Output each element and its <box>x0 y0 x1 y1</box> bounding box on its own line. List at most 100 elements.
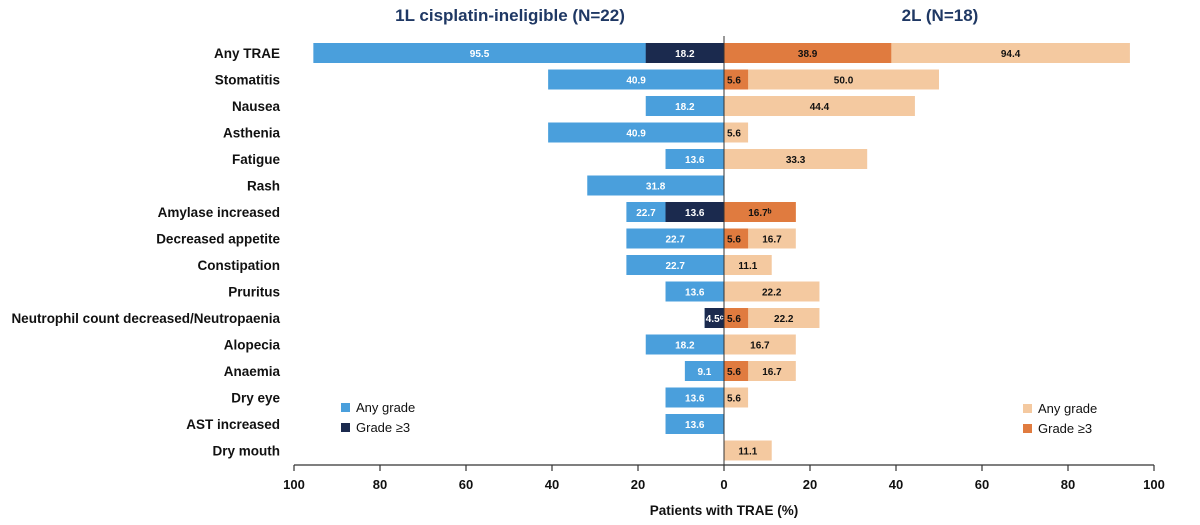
category-label: Any TRAE <box>214 46 280 61</box>
bar-right-grade3 <box>724 202 796 222</box>
x-tick-label: 0 <box>720 477 727 492</box>
legend-swatch-left-any-grade <box>341 403 350 412</box>
data-label-right-grade3: 5.6 <box>727 235 741 246</box>
legend-label-right-grade3: Grade ≥3 <box>1038 421 1092 436</box>
bar-right-any-grade <box>724 96 915 116</box>
data-label-left-grade3: 18.2 <box>675 49 695 60</box>
bar-left-any-grade <box>645 334 724 355</box>
category-label: Constipation <box>198 258 281 273</box>
bar-left-any-grade <box>626 255 724 275</box>
bar-left-any-grade <box>313 43 724 63</box>
category-label: Alopecia <box>224 338 281 353</box>
data-label-left-any: 40.9 <box>626 76 646 87</box>
data-label-left-any: 13.6 <box>685 288 705 299</box>
data-label-right-any: 33.3 <box>786 155 806 166</box>
category-label: Asthenia <box>223 126 281 141</box>
x-tick-label: 40 <box>545 477 559 492</box>
data-label-right-grade3: 5.6 <box>727 367 741 378</box>
bar-right-any-grade <box>724 281 820 302</box>
panel-title-left: 1L cisplatin-ineligible (N=22) <box>395 6 625 25</box>
legend-swatch-right-grade3 <box>1023 424 1032 433</box>
category-label: Anaemia <box>224 364 281 379</box>
data-label-right-grade3: 5.6 <box>727 314 741 325</box>
bar-left-any-grade <box>587 175 724 196</box>
bar-left-any-grade <box>665 414 724 434</box>
category-label: Decreased appetite <box>156 232 280 247</box>
x-tick-label: 100 <box>1143 477 1165 492</box>
legend-label-left-grade3: Grade ≥3 <box>356 420 410 435</box>
legends: Any grade Grade ≥3 Any grade Grade ≥3 <box>341 400 1097 436</box>
data-label-right-any: 22.2 <box>774 314 794 325</box>
legend-label-right-any-grade: Any grade <box>1038 401 1097 416</box>
data-label-left-any: 13.6 <box>685 394 705 405</box>
x-tick-label: 40 <box>889 477 903 492</box>
category-label: Amylase increased <box>158 205 280 220</box>
bar-right-any-grade <box>724 440 772 461</box>
data-label-right-any: 94.4 <box>1001 49 1021 60</box>
x-tick-label: 100 <box>283 477 305 492</box>
panel-title-right: 2L (N=18) <box>902 6 979 25</box>
x-tick-label: 60 <box>975 477 989 492</box>
data-label-right-any: 44.4 <box>810 102 830 113</box>
x-axis: 100 80 60 40 20 0 20 40 60 80 100 <box>283 36 1165 492</box>
data-label-left-any: 18.2 <box>675 341 695 352</box>
bar-left-any-grade <box>665 387 724 408</box>
bar-right-any-grade <box>724 69 939 90</box>
data-label-left-any: 22.7 <box>665 261 685 272</box>
data-label-left-grade3: 13.6 <box>685 208 705 219</box>
category-label: AST increased <box>186 417 280 432</box>
bar-right-grade3 <box>724 69 749 90</box>
data-label-left-any: 13.6 <box>685 155 705 166</box>
data-label-left-any: 31.8 <box>646 182 666 193</box>
category-label: Fatigue <box>232 152 280 167</box>
x-tick-label: 80 <box>373 477 387 492</box>
bar-right-grade3 <box>724 228 749 249</box>
bar-right-any-grade <box>724 387 749 408</box>
category-label: Neutrophil count decreased/Neutropaenia <box>11 311 280 326</box>
bars: 95.5 18.2 38.9 94.4 40.9 5.6 50.0 18.2 44.4 40.9 5… <box>313 43 1130 461</box>
bar-left-any-grade <box>665 149 724 169</box>
category-label: Stomatitis <box>215 73 280 88</box>
data-label-right-any: 5.6 <box>727 129 741 140</box>
bar-right-any-grade <box>724 122 749 143</box>
bar-right-any-grade <box>724 149 868 169</box>
bar-left-grade3 <box>704 308 724 328</box>
bar-left-any-grade <box>665 281 724 302</box>
data-label-right-any: 16.7 <box>762 367 782 378</box>
bar-right-grade3 <box>724 361 749 381</box>
bar-right-grade3 <box>724 43 892 63</box>
x-tick-label: 60 <box>459 477 473 492</box>
bar-left-any-grade <box>645 96 724 116</box>
data-label-right-grade3: 5.6 <box>727 76 741 87</box>
bar-left-any-grade <box>548 122 724 143</box>
category-label: Pruritus <box>228 285 280 300</box>
data-label-left-grade3: 4.5ᶜ <box>706 314 724 325</box>
category-label: Dry eye <box>231 391 280 406</box>
bar-right-any-grade <box>724 334 796 355</box>
legend-label-left-any-grade: Any grade <box>356 400 415 415</box>
legend-swatch-left-grade3 <box>341 423 350 432</box>
bar-left-grade3 <box>665 202 724 222</box>
data-label-left-any: 9.1 <box>697 367 711 378</box>
category-labels: Any TRAE Stomatitis Nausea Asthenia Fatigue R… <box>11 46 280 459</box>
data-label-right-grade3: 38.9 <box>798 49 818 60</box>
data-label-left-any: 22.7 <box>636 208 656 219</box>
bar-left-any-grade <box>626 228 724 249</box>
data-label-right-any: 16.7 <box>750 341 770 352</box>
data-label-right-any: 16.7 <box>762 235 782 246</box>
data-label-left-any: 18.2 <box>675 102 695 113</box>
category-label: Rash <box>247 179 280 194</box>
category-label: Dry mouth <box>213 444 281 459</box>
x-tick-label: 20 <box>631 477 645 492</box>
category-label: Nausea <box>232 99 281 114</box>
x-axis-title: Patients with TRAE (%) <box>650 503 799 518</box>
data-label-right-any: 22.2 <box>762 288 782 299</box>
legend-swatch-right-any-grade <box>1023 404 1032 413</box>
data-label-left-any: 95.5 <box>470 49 490 60</box>
bar-left-any-grade <box>684 361 724 381</box>
data-label-right-any: 5.6 <box>727 394 741 405</box>
data-label-right-any: 50.0 <box>834 76 854 87</box>
data-label-left-any: 40.9 <box>626 129 646 140</box>
data-label-right-any: 11.1 <box>738 261 757 272</box>
